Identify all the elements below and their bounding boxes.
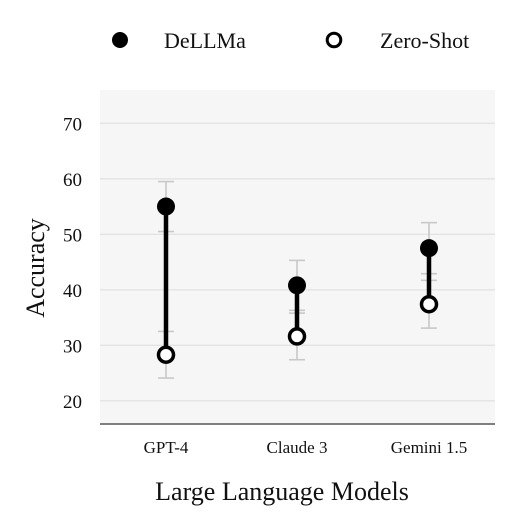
point-zero-shot-3 [419, 294, 439, 314]
point-dellma-3 [420, 239, 438, 258]
x-tick-labels: GPT-4 Claude 3 Gemini 1.5 [144, 438, 468, 457]
x-tick-label-1: GPT-4 [144, 438, 189, 457]
x-tick-label-3: Gemini 1.5 [391, 438, 468, 457]
y-tick-label-30: 30 [63, 336, 82, 357]
y-tick-label-60: 60 [63, 170, 82, 191]
point-dellma-1 [157, 197, 175, 216]
y-tick-label-40: 40 [63, 281, 82, 302]
y-tick-label-20: 20 [63, 392, 82, 413]
y-tick-label-50: 50 [63, 225, 82, 246]
legend: DeLLMa Zero-Shot [112, 28, 469, 53]
data-marks [156, 180, 439, 379]
point-zero-shot-2 [287, 327, 307, 346]
legend-marker-dellma [112, 32, 128, 48]
y-axis-title: Accuracy [21, 218, 50, 318]
y-tick-label-70: 70 [63, 114, 82, 135]
legend-label-zero-shot: Zero-Shot [380, 28, 469, 53]
legend-label-dellma: DeLLMa [164, 28, 246, 53]
x-axis-title: Large Language Models [155, 477, 409, 506]
plot-area [100, 90, 495, 423]
legend-marker-zero-shot [325, 31, 343, 49]
x-tick-label-2: Claude 3 [267, 438, 328, 457]
point-dellma-2 [288, 276, 306, 295]
y-tick-labels: 20 30 40 50 60 70 [63, 114, 82, 413]
point-zero-shot-1 [156, 345, 176, 364]
